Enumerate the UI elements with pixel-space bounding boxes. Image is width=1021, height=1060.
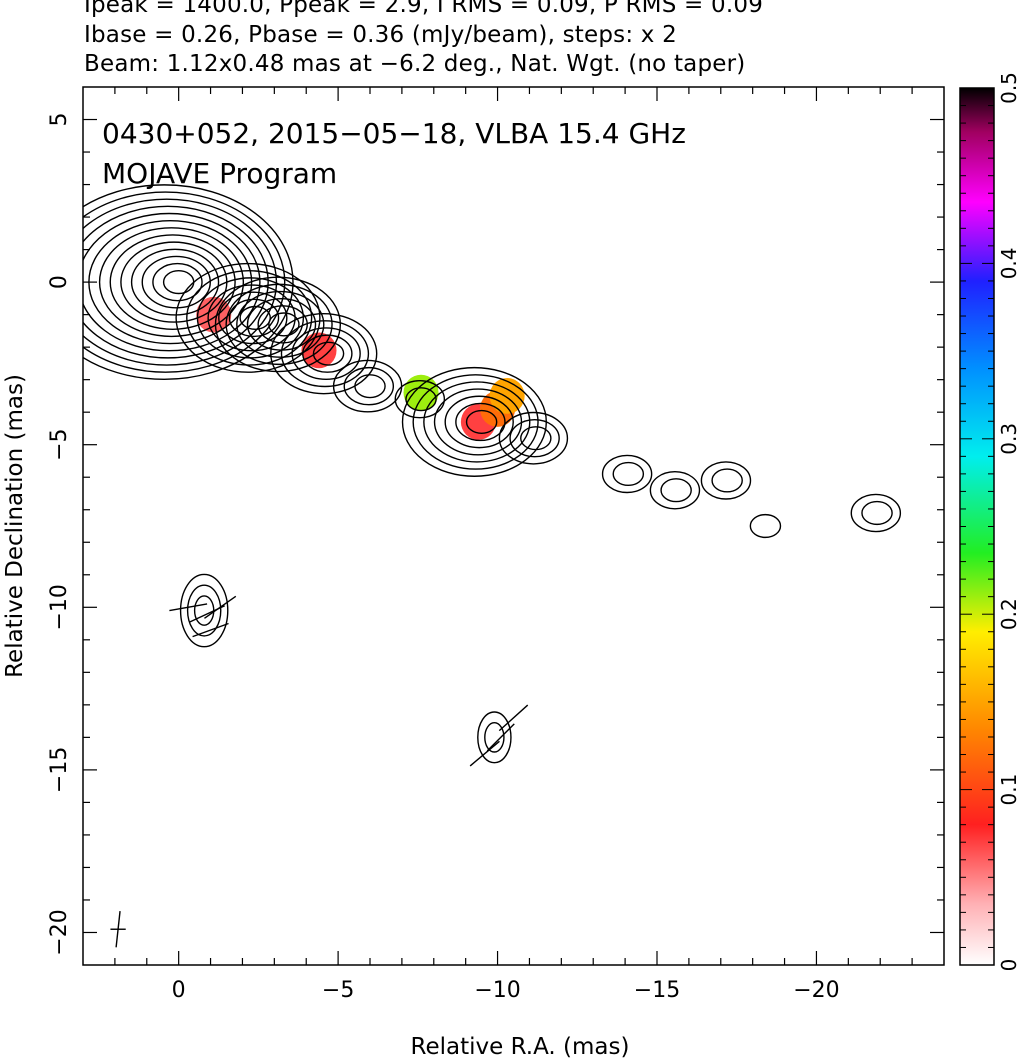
intensity-contour [218, 291, 288, 345]
y-tick-label: −15 [47, 747, 72, 793]
intensity-contour [423, 381, 531, 463]
colorbar-tick-label: 0.5 [997, 72, 1021, 104]
intensity-contour [465, 409, 498, 435]
colorbar-tick-label: 0.4 [997, 247, 1021, 279]
intensity-contour [130, 248, 220, 316]
intensity-contour [228, 298, 280, 338]
intensity-contour [83, 212, 261, 352]
header-stats-line: Ipeak = 1400.0, Ppeak = 2.9, I RMS = 0.0… [84, 0, 764, 18]
colorbar-tick-label: 0.1 [997, 774, 1021, 806]
frac-pol-patch [403, 374, 439, 411]
intensity-contour [302, 334, 353, 373]
intensity-contour [850, 493, 902, 533]
x-tick-label: −10 [474, 978, 520, 1003]
intensity-contour [207, 284, 296, 352]
chart-title: 0430+052, 2015−05−18, VLBA 15.4 GHz [102, 117, 686, 150]
x-tick-label: 0 [172, 978, 186, 1003]
intensity-contour [83, 198, 278, 366]
x-axis-label: Relative R.A. (mas) [411, 1034, 630, 1060]
intensity-contour [861, 500, 893, 526]
y-tick-label: −20 [47, 909, 72, 955]
intensity-contour [141, 255, 211, 309]
intensity-contour [509, 418, 560, 458]
intensity-contour [175, 262, 321, 373]
y-tick-label: −10 [47, 584, 72, 630]
header-base-line: Ibase = 0.26, Pbase = 0.36 (mJy/beam), s… [84, 22, 677, 48]
y-axis-label: Relative Declination (mas) [2, 374, 28, 678]
intensity-contour [291, 327, 361, 381]
evpa-vector [204, 595, 237, 619]
intensity-contour [239, 305, 271, 330]
intensity-contour [214, 276, 342, 373]
pol-intensity-contour [179, 573, 229, 648]
pol-intensity-contour [193, 595, 215, 626]
intensity-contour [162, 270, 195, 295]
intensity-contour [455, 402, 506, 442]
intensity-contour [498, 411, 569, 465]
intensity-contour [225, 283, 333, 366]
intensity-contour [270, 312, 378, 395]
intensity-contour [268, 312, 300, 337]
intensity-contour [394, 379, 446, 419]
y-tick-label: −5 [47, 428, 72, 460]
intensity-contour [711, 468, 743, 493]
colorbar-tick-label: 0.3 [997, 423, 1021, 455]
x-tick-label: −5 [322, 978, 354, 1003]
intensity-contour [601, 454, 653, 494]
intensity-contour [700, 461, 752, 500]
x-tick-label: −15 [634, 978, 680, 1003]
intensity-contour [312, 341, 345, 366]
evpa-vector [169, 603, 208, 612]
intensity-contour [152, 262, 203, 302]
colorbar-tick-label: 0 [997, 959, 1021, 972]
intensity-contour [109, 234, 236, 330]
intensity-contour [405, 387, 437, 412]
pol-intensity-contour [484, 722, 505, 753]
intensity-contour [649, 470, 701, 510]
evpa-vector [486, 723, 515, 752]
evpa-vector [192, 622, 229, 638]
plot-frame [82, 86, 945, 966]
intensity-contour [280, 320, 370, 388]
intensity-contour [186, 270, 313, 366]
evpa-vector [498, 704, 529, 732]
header-beam-line: Beam: 1.12x0.48 mas at −6.2 deg., Nat. W… [84, 51, 746, 77]
intensity-contour [98, 227, 245, 338]
colorbar-tick-label: 0.2 [997, 598, 1021, 630]
frac-pol-patch [489, 378, 525, 414]
pol-intensity-contour [477, 711, 512, 764]
intensity-contour [520, 426, 552, 451]
intensity-contour [83, 191, 286, 373]
intensity-contour [749, 513, 782, 539]
intensity-contour [660, 478, 692, 503]
intensity-contour [257, 305, 308, 344]
x-tick-label: −20 [793, 978, 839, 1003]
intensity-contour [236, 290, 325, 358]
pol-intensity-contour [186, 584, 222, 637]
y-tick-label: 5 [47, 113, 72, 127]
chart-subtitle: MOJAVE Program [102, 157, 337, 190]
intensity-contour [612, 461, 645, 487]
intensity-contour [444, 395, 514, 449]
intensity-contour [343, 366, 395, 406]
intensity-contour [83, 184, 294, 381]
evpa-vector [469, 740, 500, 767]
intensity-contour [354, 374, 386, 399]
y-tick-label: 0 [47, 275, 72, 289]
intensity-contour [83, 205, 269, 359]
intensity-contour [412, 374, 539, 470]
